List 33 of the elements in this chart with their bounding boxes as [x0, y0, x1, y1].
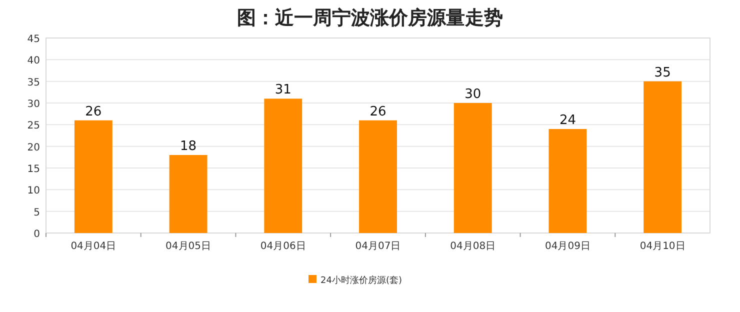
data-label: 30: [464, 87, 482, 102]
y-tick-label: 25: [27, 120, 40, 132]
y-tick-label: 15: [27, 164, 40, 175]
legend-label: 24小时涨价房源(套): [320, 275, 402, 286]
x-tick-label: 04月10日: [640, 241, 686, 252]
chart-title: 图：近一周宁波涨价房源量走势: [237, 7, 503, 29]
bar: [169, 155, 208, 233]
bar: [644, 81, 682, 233]
y-tick-label: 30: [27, 99, 40, 110]
y-tick-label: 35: [27, 77, 40, 88]
y-tick-label: 45: [27, 34, 40, 45]
x-tick-label: 04月04日: [70, 241, 116, 252]
data-label: 24: [559, 113, 576, 128]
x-tick-label: 04月09日: [544, 241, 590, 252]
bar: [359, 120, 397, 233]
x-tick-label: 04月06日: [260, 241, 306, 252]
data-label: 31: [274, 82, 292, 98]
bar: [74, 120, 112, 233]
x-tick-label: 04月08日: [450, 241, 496, 252]
data-label: 26: [85, 104, 102, 120]
data-label: 26: [370, 104, 386, 120]
bar: [264, 98, 302, 233]
data-label: 18: [180, 139, 197, 154]
y-tick-label: 40: [27, 56, 40, 67]
y-tick-label: 10: [27, 186, 40, 197]
y-tick-label: 0: [34, 229, 40, 240]
y-tick-label: 20: [27, 142, 40, 154]
y-tick-label: 5: [34, 207, 40, 218]
bar: [454, 103, 492, 233]
x-tick-label: 04月05日: [166, 241, 212, 252]
data-label: 35: [654, 65, 671, 80]
x-tick-label: 04月07日: [355, 241, 401, 252]
bar: [548, 129, 587, 233]
